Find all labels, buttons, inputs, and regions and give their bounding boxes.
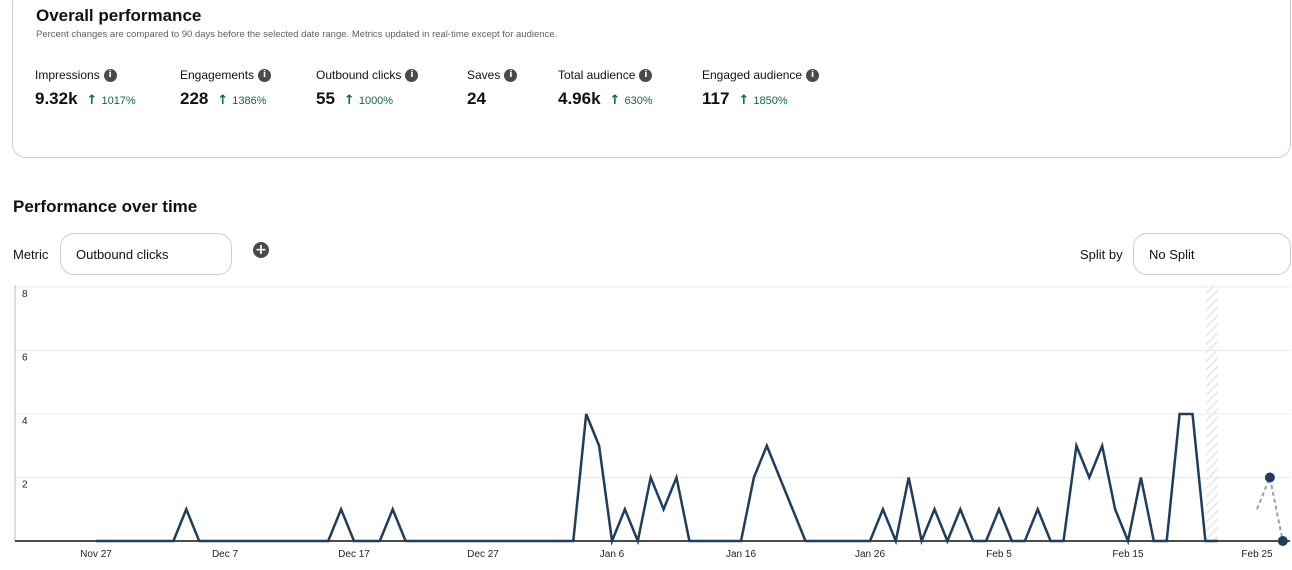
- x-tick-label: Dec 27: [467, 549, 499, 560]
- info-icon[interactable]: i: [639, 68, 653, 82]
- metric-value: 9.32k: [35, 89, 78, 108]
- metric-label: Total audience: [558, 68, 636, 82]
- add-metric-icon[interactable]: +: [253, 242, 269, 258]
- info-icon[interactable]: i: [806, 68, 820, 82]
- metric-label: Engaged audience: [702, 68, 803, 82]
- metric-value: 24: [467, 89, 486, 108]
- x-tick-label: Jan 6: [600, 549, 625, 560]
- y-tick-label: 4: [22, 416, 28, 427]
- metric-label: Engagements: [180, 68, 255, 82]
- x-tick-label: Feb 5: [986, 549, 1012, 560]
- split-by-label: Split by: [1080, 247, 1123, 262]
- info-icon[interactable]: i: [258, 68, 272, 82]
- y-tick-label: 2: [22, 480, 28, 491]
- x-tick-label: Jan 26: [855, 549, 885, 560]
- y-tick-label: 8: [22, 289, 28, 300]
- x-tick-label: Dec 7: [212, 549, 239, 560]
- arrow-up-icon: ↑: [217, 93, 229, 108]
- metric-value: 55: [316, 89, 335, 108]
- metric-change: 630%: [624, 95, 653, 107]
- x-tick-label: Feb 15: [1112, 549, 1144, 560]
- metric-total-audience: Total audience i 4.96k ↑ 630%: [558, 67, 653, 109]
- metric-change: 1000%: [358, 95, 394, 107]
- arrow-up-icon: ↑: [738, 93, 750, 108]
- overall-performance-card: Overall performance Percent changes are …: [12, 0, 1291, 158]
- x-tick-label: Jan 16: [726, 549, 756, 560]
- metric-change: 1386%: [232, 95, 267, 107]
- info-icon[interactable]: i: [504, 68, 518, 82]
- metric-impressions: Impressions i 9.32k ↑ 1017%: [35, 67, 136, 109]
- overall-performance-title: Overall performance: [36, 6, 202, 25]
- split-by-select[interactable]: No Split: [1133, 233, 1291, 275]
- metric-select-value: Outbound clicks: [76, 246, 169, 262]
- x-tick-label: Feb 25: [1241, 549, 1273, 560]
- metric-change: 1017%: [101, 95, 136, 107]
- performance-over-time-title: Performance over time: [13, 197, 198, 216]
- x-tick-label: Dec 17: [338, 549, 370, 560]
- metric-label: Saves: [467, 68, 501, 82]
- x-tick-label: Nov 27: [80, 549, 112, 560]
- info-icon[interactable]: i: [103, 68, 117, 82]
- metric-value: 228: [180, 89, 209, 108]
- info-icon[interactable]: i: [405, 68, 419, 82]
- metric-engaged-audience: Engaged audience i 117 ↑ 1850%: [702, 67, 820, 109]
- metric-change: 1850%: [753, 95, 788, 107]
- metric-engagements: Engagements i 228 ↑ 1386%: [180, 67, 272, 109]
- series-line-outbound-clicks: [96, 412, 1219, 546]
- metric-saves: Saves i 24: [467, 67, 518, 109]
- metric-outbound-clicks: Outbound clicks i 55 ↑ 1000%: [316, 67, 419, 109]
- overall-performance-subtitle: Percent changes are compared to 90 days …: [36, 29, 558, 40]
- metric-selector-label: Metric: [13, 247, 49, 262]
- metric-label: Impressions: [35, 68, 100, 82]
- incomplete-data-region: [1206, 285, 1218, 541]
- arrow-up-icon: ↑: [86, 93, 98, 108]
- metric-value: 117: [702, 89, 730, 108]
- metric-select[interactable]: Outbound clicks: [60, 233, 232, 275]
- metric-value: 4.96k: [558, 89, 601, 108]
- split-by-select-value: No Split: [1149, 246, 1195, 262]
- y-tick-label: 6: [22, 353, 28, 364]
- data-point: [1264, 472, 1275, 483]
- metric-label: Outbound clicks: [316, 68, 402, 82]
- series-line-projected: [1256, 474, 1284, 542]
- arrow-up-icon: ↑: [609, 93, 621, 108]
- performance-chart: 8 6 4 2 Nov 27 Dec 7 Dec 17 Dec 27 Jan 6 Jan 16 Ja…: [14, 285, 1290, 560]
- arrow-up-icon: ↑: [343, 93, 355, 108]
- data-point: [1277, 536, 1288, 546]
